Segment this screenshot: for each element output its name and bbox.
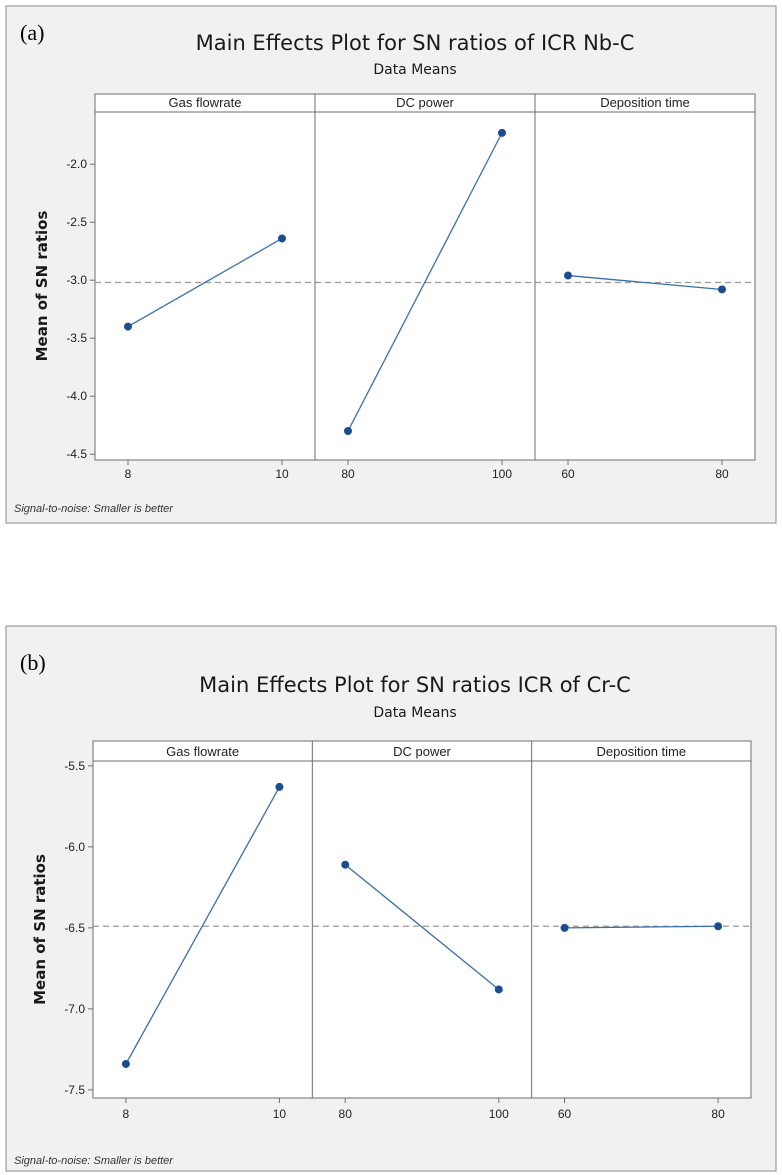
x-tick-label: 80 bbox=[715, 467, 729, 481]
y-tick-label: -4.5 bbox=[66, 447, 87, 461]
chart-title: Main Effects Plot for SN ratios ICR of C… bbox=[199, 673, 631, 697]
factor-strip bbox=[94, 93, 756, 113]
main-effect-line bbox=[347, 132, 503, 432]
data-point bbox=[341, 860, 350, 869]
main-effect-line bbox=[567, 274, 723, 291]
panel-tag: (b) bbox=[20, 650, 46, 675]
x-tick-label: 10 bbox=[273, 1107, 287, 1121]
x-tick-label: 8 bbox=[125, 467, 132, 481]
footnote: Signal-to-noise: Smaller is better bbox=[14, 503, 174, 515]
main-effect-line bbox=[127, 237, 283, 328]
chart-subtitle: Data Means bbox=[373, 705, 456, 721]
x-tick-label: 10 bbox=[275, 467, 289, 481]
data-point bbox=[275, 782, 284, 791]
panel-tag: (a) bbox=[20, 20, 44, 45]
main-effects-chart-b: (b) Main Effects Plot for SN ratios ICR o… bbox=[0, 620, 782, 1175]
chart-subtitle: Data Means bbox=[373, 62, 456, 78]
y-axis-label: Mean of SN ratios bbox=[33, 211, 51, 362]
data-point bbox=[344, 427, 352, 435]
y-tick-label: -7.0 bbox=[64, 1002, 85, 1016]
chart-svg: (a) Main Effects Plot for SN ratios of IC… bbox=[5, 5, 777, 524]
main-effect-line bbox=[564, 925, 719, 929]
y-tick-label: -7.5 bbox=[64, 1083, 85, 1097]
x-tick-label: 60 bbox=[558, 1107, 572, 1121]
factor-label: Deposition time bbox=[600, 95, 690, 110]
factor-strip bbox=[92, 740, 752, 762]
y-tick-label: -4.0 bbox=[66, 389, 87, 403]
y-tick-label: -3.0 bbox=[66, 273, 87, 287]
y-axis-label: Mean of SN ratios bbox=[31, 854, 49, 1005]
main-effects-chart-a: (a) Main Effects Plot for SN ratios of IC… bbox=[0, 0, 782, 527]
y-tick-label: -2.0 bbox=[66, 157, 87, 171]
y-tick-label: -2.5 bbox=[66, 215, 87, 229]
x-tick-label: 80 bbox=[711, 1107, 725, 1121]
x-tick-label: 100 bbox=[489, 1107, 509, 1121]
x-tick-label: 8 bbox=[123, 1107, 130, 1121]
y-tick-label: -3.5 bbox=[66, 331, 87, 345]
x-tick-label: 100 bbox=[492, 467, 512, 481]
data-point bbox=[498, 128, 506, 137]
y-tick-label: -6.0 bbox=[64, 840, 85, 854]
factor-label: DC power bbox=[396, 95, 454, 110]
data-point bbox=[560, 923, 569, 932]
factor-label: Gas flowrate bbox=[166, 744, 239, 759]
data-point bbox=[121, 1059, 130, 1068]
main-effect-line bbox=[344, 864, 500, 990]
x-tick-label: 60 bbox=[561, 467, 575, 481]
plot-area bbox=[92, 760, 752, 1099]
factor-label: DC power bbox=[393, 744, 451, 759]
data-point bbox=[124, 322, 132, 331]
factor-label: Gas flowrate bbox=[169, 95, 242, 110]
data-point bbox=[718, 285, 726, 294]
main-effect-line bbox=[125, 786, 281, 1065]
plot-area bbox=[94, 111, 756, 461]
data-point bbox=[278, 234, 286, 243]
footnote: Signal-to-noise: Smaller is better bbox=[14, 1155, 174, 1167]
y-tick-label: -5.5 bbox=[64, 759, 85, 773]
data-point bbox=[564, 271, 572, 280]
data-point bbox=[494, 985, 503, 994]
chart-title: Main Effects Plot for SN ratios of ICR N… bbox=[196, 31, 635, 55]
x-tick-label: 80 bbox=[341, 467, 355, 481]
y-tick-label: -6.5 bbox=[64, 921, 85, 935]
x-tick-label: 80 bbox=[339, 1107, 353, 1121]
factor-label: Deposition time bbox=[597, 744, 687, 759]
chart-svg: (b) Main Effects Plot for SN ratios ICR o… bbox=[5, 625, 777, 1172]
data-point bbox=[714, 922, 723, 931]
